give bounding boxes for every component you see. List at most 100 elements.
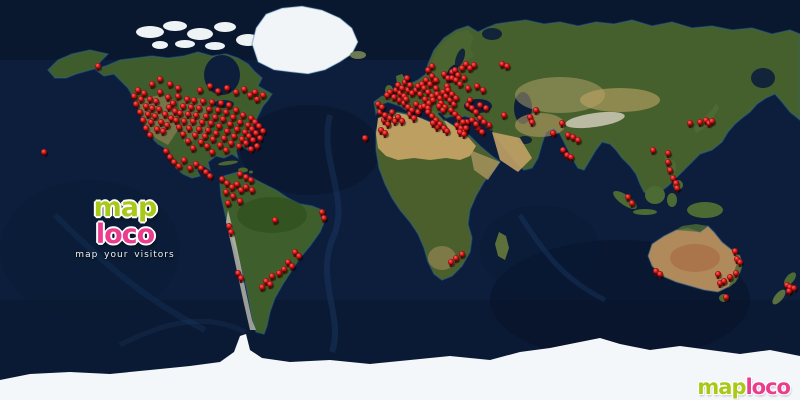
visitor-pin: [207, 173, 213, 179]
visitor-pin: [157, 89, 163, 95]
visitor-pin: [504, 63, 510, 69]
maploco-footer-logo[interactable]: maploco: [697, 377, 791, 398]
visitor-pin: [138, 96, 144, 102]
visitor-pin: [199, 119, 205, 125]
iceland: [350, 51, 366, 59]
visitor-pin: [245, 122, 251, 128]
visitor-pin: [674, 185, 680, 191]
visitor-pin: [193, 112, 199, 118]
visitor-pin: [149, 105, 155, 111]
visitor-pin: [533, 107, 539, 113]
visitor-pin: [463, 125, 469, 131]
arctic-islands: [136, 21, 260, 50]
visitor-pin: [220, 116, 226, 122]
visitor-pin: [253, 130, 259, 136]
visitor-pin: [153, 98, 159, 104]
visitor-pin: [224, 128, 230, 134]
visitor-pin: [559, 120, 565, 126]
visitor-pin: [433, 117, 439, 123]
visitor-pin: [215, 88, 221, 94]
visitor-pin: [252, 89, 258, 95]
visitor-pin: [717, 280, 723, 286]
visitor-pin: [670, 175, 676, 181]
visitor-pin: [419, 81, 425, 87]
visitor-pin: [292, 249, 298, 255]
visitor-pin: [231, 133, 237, 139]
visitor-pin: [247, 92, 253, 98]
visitor-pin: [395, 82, 401, 88]
visitor-pin: [131, 93, 137, 99]
visitor-pin: [434, 124, 440, 130]
visitor-pin: [379, 104, 385, 110]
visitor-pin: [451, 101, 457, 107]
visitor-pin: [218, 100, 224, 106]
visitor-pin: [473, 109, 479, 115]
visitor-pin: [391, 94, 397, 100]
visitor-pin: [697, 119, 703, 125]
greenland: [251, 5, 359, 75]
visitor-pin: [723, 294, 729, 300]
visitor-pin: [216, 123, 222, 129]
visitor-pin: [404, 75, 410, 81]
visitor-pin: [281, 266, 287, 272]
visitor-pin: [209, 99, 215, 105]
visitor-pin: [249, 187, 255, 193]
visitor-pin: [486, 122, 492, 128]
visitor-pin: [223, 147, 229, 153]
visitor-pin: [217, 142, 223, 148]
visitor-pin: [378, 127, 384, 133]
visitor-pin: [445, 87, 451, 93]
visitor-pin: [477, 102, 483, 108]
visitor-pin: [223, 109, 229, 115]
visitor-pin: [180, 103, 186, 109]
visitor-pin: [184, 96, 190, 102]
visitor-pin: [382, 130, 388, 136]
visitor-pin: [203, 113, 209, 119]
visitor-pin: [181, 157, 187, 163]
visitor-pin: [733, 270, 739, 276]
visitor-pin: [225, 200, 231, 206]
visitor-pin: [238, 187, 244, 193]
visitor-pin: [170, 100, 176, 106]
visitor-pin: [267, 281, 273, 287]
visitor-pin: [501, 112, 507, 118]
visitor-pin: [221, 135, 227, 141]
visitor-pin: [204, 143, 210, 149]
visitor-pin: [457, 129, 463, 135]
visitor-pin: [212, 114, 218, 120]
visitor-pin: [481, 119, 487, 125]
visitor-pin: [475, 125, 481, 131]
visitor-pin: [405, 104, 411, 110]
visitor-pin: [186, 125, 192, 131]
visitor-pin: [477, 115, 483, 121]
visitor-pin: [415, 109, 421, 115]
visitor-pin: [166, 104, 172, 110]
visitor-pin: [319, 209, 325, 215]
visitor-pin: [252, 119, 258, 125]
visitor-pin: [167, 154, 173, 160]
visitor-pin: [190, 145, 196, 151]
visitor-pin: [230, 114, 236, 120]
visitor-pin: [160, 128, 166, 134]
visitor-pin: [242, 129, 248, 135]
visitor-pin: [95, 63, 101, 69]
visitor-pin: [399, 85, 405, 91]
visitor-pin: [230, 193, 236, 199]
visitor-pin: [443, 93, 449, 99]
visitor-pin: [463, 61, 469, 67]
visitor-pin: [226, 102, 232, 108]
visitor-pin: [362, 135, 368, 141]
visitor-pin: [467, 97, 473, 103]
visitor-pin: [135, 87, 141, 93]
visitor-pin: [205, 127, 211, 133]
visitor-pin: [560, 147, 566, 153]
visitor-pin: [411, 115, 417, 121]
maploco-logo[interactable]: map loco map your visitors: [70, 194, 180, 260]
new-zealand-south: [772, 289, 786, 305]
visitor-pin: [202, 133, 208, 139]
visitor-pin: [387, 89, 393, 95]
visitor-pin: [459, 251, 465, 257]
visitor-pin: [285, 259, 291, 265]
